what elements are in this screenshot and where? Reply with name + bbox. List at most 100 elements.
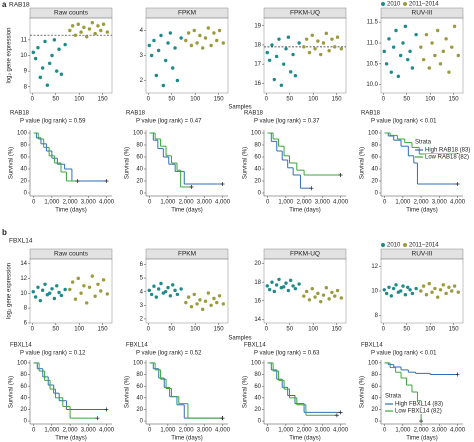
x-tick-label: 0 — [147, 97, 151, 103]
point — [293, 73, 298, 78]
point — [171, 283, 175, 287]
point — [310, 286, 314, 291]
point — [152, 284, 156, 288]
y-tick-label: 4 — [140, 28, 144, 34]
x-tick-label: 50 — [403, 327, 410, 333]
y-tick-label: 0 — [258, 191, 262, 197]
panel-title: RAB18 — [244, 111, 264, 117]
point — [403, 292, 408, 297]
legend-label: High RAB18 (83) — [425, 148, 470, 154]
annotation: P value (log rank) = 0.52 — [136, 351, 202, 357]
point — [105, 30, 110, 34]
panel-title: FBXL14 — [126, 343, 148, 349]
point — [339, 296, 344, 300]
point — [430, 290, 434, 294]
x-tick-label: 100 — [308, 327, 319, 333]
panel-title: FPKM-UQ — [290, 251, 320, 258]
point — [221, 302, 226, 306]
censor-mark — [338, 410, 343, 415]
point — [154, 295, 159, 299]
panel-label: b — [2, 228, 7, 237]
point — [387, 37, 391, 41]
point — [421, 284, 426, 288]
point — [391, 45, 396, 49]
x-tick-label: 100 — [308, 97, 319, 103]
y-tick-label: 8 — [24, 306, 28, 312]
plot-frame — [145, 17, 229, 94]
y-tick-label: 10.0 — [366, 82, 378, 88]
y-tick-label: 10 — [20, 53, 27, 59]
point — [159, 281, 163, 286]
x-tick-label: 2,000 — [414, 200, 430, 206]
x-tick-label: 3,000 — [432, 428, 448, 434]
point — [444, 291, 448, 296]
point — [31, 290, 35, 294]
point — [161, 83, 166, 88]
point — [101, 22, 106, 26]
point — [154, 73, 159, 78]
y-tick-label: 80 — [136, 143, 143, 149]
point — [450, 289, 454, 293]
y-tick-label: 40 — [136, 167, 143, 173]
x-tick-label: 100 — [74, 97, 85, 103]
plot-frame — [145, 258, 229, 324]
point — [327, 297, 331, 301]
point — [401, 284, 405, 288]
legend-swatch — [403, 2, 407, 6]
legend-bg — [424, 147, 467, 153]
x-tick-label: 4,000 — [450, 200, 466, 206]
point — [433, 53, 437, 58]
point — [441, 283, 446, 287]
y-tick-label: 0 — [140, 419, 144, 425]
point — [57, 47, 61, 51]
point — [99, 28, 103, 33]
y-tick-label: 20 — [20, 179, 27, 185]
point — [382, 288, 386, 292]
point — [401, 41, 405, 45]
x-axis-label: Time (days) — [406, 208, 437, 214]
point — [163, 58, 168, 63]
point — [318, 52, 323, 57]
y-tick-label: 19 — [254, 23, 261, 29]
y-tick-label: 100 — [133, 360, 144, 366]
point — [198, 33, 202, 38]
point — [419, 45, 423, 49]
point — [43, 282, 47, 287]
annotation: P value (log rank) = 0.12 — [20, 351, 86, 357]
legend-bg — [394, 408, 437, 414]
y-tick-label: 11.0 — [367, 41, 379, 47]
point — [430, 41, 434, 45]
censor-mark — [455, 182, 460, 186]
point — [52, 38, 57, 42]
legend-label: 2011–2014 — [409, 2, 439, 8]
point — [217, 294, 222, 298]
point — [36, 285, 40, 289]
x-tick-label: 3,000 — [432, 200, 448, 206]
point — [87, 285, 92, 289]
point — [166, 41, 170, 45]
y-tick-label: 10 — [371, 289, 378, 295]
x-axis-label: Time (days) — [55, 436, 86, 442]
point — [435, 28, 440, 33]
y-tick-label: 60 — [136, 384, 143, 390]
point — [175, 292, 180, 297]
x-tick-label: 100 — [425, 327, 436, 333]
x-axis-label: Samples — [228, 336, 251, 342]
point — [152, 38, 156, 43]
point — [304, 37, 309, 41]
point — [68, 287, 72, 292]
x-tick-label: 1,000 — [278, 200, 294, 206]
point — [179, 36, 183, 40]
legend-label: Low FBXL14 (82) — [395, 409, 442, 415]
x-tick-label: 100 — [190, 97, 201, 103]
x-tick-label: 4,000 — [99, 200, 115, 206]
point — [50, 53, 54, 58]
point — [43, 39, 47, 44]
y-tick-label: 14 — [254, 317, 261, 323]
point — [291, 284, 295, 288]
legend-label: 2010 — [387, 2, 401, 8]
point — [209, 43, 213, 48]
x-tick-label: 0 — [265, 97, 269, 103]
point — [168, 294, 173, 298]
x-tick-label: 3,000 — [197, 428, 213, 434]
